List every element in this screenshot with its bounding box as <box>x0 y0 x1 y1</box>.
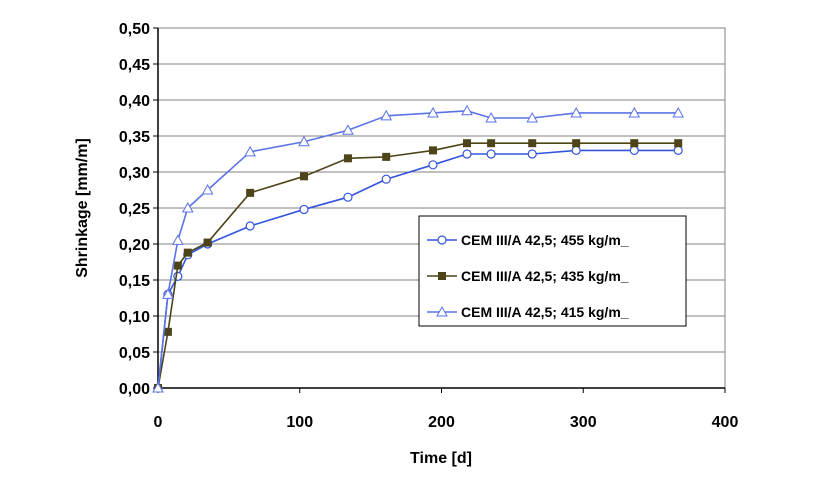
legend-marker <box>438 272 446 280</box>
data-point <box>163 327 172 336</box>
legend-box <box>418 215 687 327</box>
data-point <box>628 106 641 118</box>
legend-label: CEM III/A 42,5; 435 kg/m_ <box>461 268 629 284</box>
series-3-line <box>157 109 679 389</box>
legend-marker <box>436 305 448 317</box>
data-point <box>171 234 184 245</box>
series-2 <box>154 139 683 392</box>
data-point <box>201 183 214 195</box>
y-tick-label: 0,10 <box>119 309 150 326</box>
data-point <box>162 288 174 299</box>
data-point <box>152 381 164 393</box>
data-point <box>181 201 194 213</box>
x-axis-title: Time [d] <box>410 450 472 467</box>
legend-label: CEM III/A 42,5; 455 kg/m_ <box>461 232 629 248</box>
data-point <box>672 106 685 118</box>
data-point <box>380 109 393 121</box>
data-point <box>570 106 583 118</box>
data-point <box>674 139 683 148</box>
x-tick-label: 200 <box>428 414 455 431</box>
data-point <box>342 124 354 135</box>
data-point <box>461 104 473 116</box>
data-point <box>428 160 438 170</box>
series-2-line <box>157 142 679 389</box>
data-point <box>173 261 182 270</box>
y-tick-label: 0,15 <box>119 273 150 290</box>
y-tick-label: 0,30 <box>119 165 150 182</box>
data-point <box>463 139 472 148</box>
data-point <box>427 106 439 118</box>
data-point <box>299 204 309 215</box>
data-point <box>571 145 581 155</box>
data-point <box>487 139 496 148</box>
y-tick-label: 0,20 <box>119 237 150 254</box>
y-tick-label: 0,50 <box>119 21 150 38</box>
data-point <box>298 135 310 147</box>
data-point <box>300 172 309 181</box>
y-axis-ticks: 0,00 0,05 0,10 0,15 0,20 0,25 0,30 0,35 0,40 0,45… <box>119 21 158 398</box>
data-point <box>673 145 683 155</box>
data-point <box>462 149 472 159</box>
x-axis-ticks: 0 100 200 300 400 <box>154 28 739 431</box>
legend: CEM III/A 42,5; 455 kg/m_ CEM III/A 42,5;… <box>418 215 687 327</box>
data-point <box>526 111 539 123</box>
grid-lines <box>158 63 725 353</box>
y-tick-label: 0,35 <box>119 129 150 146</box>
legend-label: CEM III/A 42,5; 415 kg/m_ <box>461 304 629 320</box>
data-point <box>527 149 537 159</box>
series-3 <box>152 104 685 393</box>
legend-marker <box>437 235 447 245</box>
data-point <box>629 145 639 155</box>
series-1-line <box>157 149 679 389</box>
data-point <box>428 146 437 155</box>
data-point <box>246 188 255 197</box>
y-axis-title: Shrinkage [mm/m] <box>74 138 91 278</box>
x-tick-label: 400 <box>712 414 739 431</box>
data-point <box>486 149 496 159</box>
data-point <box>343 154 352 163</box>
series-group <box>152 104 685 393</box>
data-point <box>203 238 212 247</box>
data-point <box>572 139 581 148</box>
data-point <box>244 145 256 157</box>
data-point <box>245 221 255 231</box>
y-tick-label: 0,00 <box>119 381 150 398</box>
y-tick-label: 0,40 <box>119 93 150 110</box>
data-point <box>528 139 537 148</box>
data-point <box>382 152 391 161</box>
y-tick-label: 0,05 <box>119 345 150 362</box>
x-tick-label: 0 <box>154 414 163 431</box>
data-point <box>485 111 497 123</box>
data-point <box>183 248 192 257</box>
data-point <box>343 192 353 202</box>
y-tick-label: 0,45 <box>119 57 150 74</box>
data-point <box>630 139 639 148</box>
x-tick-label: 300 <box>570 414 597 431</box>
data-point <box>381 174 391 184</box>
x-tick-label: 100 <box>286 414 313 431</box>
y-tick-label: 0,25 <box>119 201 150 218</box>
